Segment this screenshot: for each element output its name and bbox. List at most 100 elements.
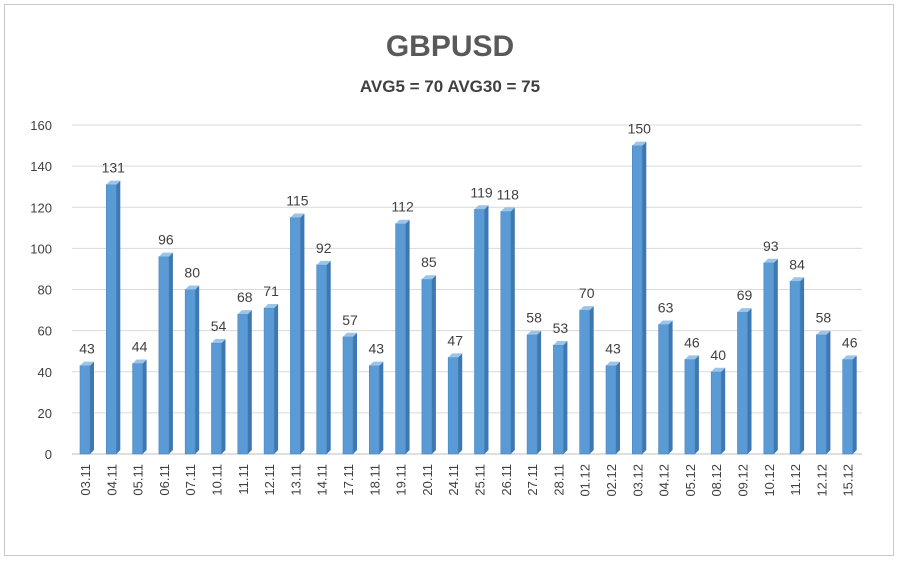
bar-front xyxy=(579,309,591,455)
bar-top xyxy=(132,359,147,364)
bar-side xyxy=(142,359,147,454)
y-tick-label: 80 xyxy=(38,283,52,298)
data-label: 96 xyxy=(158,232,174,248)
bar-front xyxy=(79,365,91,455)
bar-side xyxy=(747,308,752,454)
bar xyxy=(710,367,726,455)
bar-top xyxy=(211,338,226,343)
x-tick-label: 20.11 xyxy=(420,464,435,496)
bar-top xyxy=(316,260,331,265)
bar-side xyxy=(379,361,384,454)
bar-top xyxy=(448,353,463,358)
data-label: 92 xyxy=(316,240,332,256)
bar-side xyxy=(800,277,805,454)
bar xyxy=(526,330,542,455)
bar-top xyxy=(842,355,857,360)
bar-top xyxy=(185,285,200,290)
bar-side xyxy=(116,180,121,454)
x-tick-label: 17.11 xyxy=(341,464,356,496)
bar xyxy=(579,306,594,455)
x-tick-label: 10.11 xyxy=(210,464,225,496)
y-tick-label: 20 xyxy=(38,406,52,421)
bar xyxy=(211,338,226,455)
bar-side xyxy=(589,306,594,454)
bar-top xyxy=(737,308,752,313)
bar-front xyxy=(368,365,380,455)
bar xyxy=(106,180,121,455)
x-tick-label: 12.12 xyxy=(814,464,829,497)
data-label: 44 xyxy=(132,339,148,355)
x-tick-label: 07.11 xyxy=(183,464,198,496)
bar xyxy=(500,207,515,455)
bar-side xyxy=(353,332,357,454)
bar xyxy=(158,252,173,455)
bar xyxy=(184,285,200,455)
bar-top xyxy=(421,275,436,280)
chart-title: GBPUSD xyxy=(385,30,515,63)
bar-front xyxy=(342,336,354,455)
bar-top xyxy=(106,180,121,185)
x-tick-label: 26.11 xyxy=(499,464,514,496)
bar-top xyxy=(816,330,831,335)
chart-frame xyxy=(4,4,894,556)
bar xyxy=(342,332,357,455)
data-label: 54 xyxy=(211,318,227,334)
bar xyxy=(605,361,620,455)
bar xyxy=(658,320,673,455)
data-label: 57 xyxy=(342,312,358,328)
bar-top xyxy=(237,310,252,315)
bar-side xyxy=(221,338,226,454)
bar xyxy=(263,304,279,455)
chart-subtitle: AVG5 = 70 AVG30 = 75 xyxy=(359,77,541,96)
bar xyxy=(553,341,568,455)
data-label: 68 xyxy=(237,289,253,305)
bar-side xyxy=(431,275,436,454)
bar-top xyxy=(343,332,357,337)
bar-top xyxy=(264,304,279,309)
x-tick-label: 02.12 xyxy=(604,464,619,497)
bar xyxy=(684,355,699,455)
bar-top xyxy=(579,306,594,311)
bar-front xyxy=(158,256,170,455)
bar-front xyxy=(290,217,301,455)
bar-side xyxy=(563,341,568,454)
data-label: 85 xyxy=(421,254,437,270)
y-tick-label: 60 xyxy=(38,324,52,339)
bar xyxy=(79,361,94,455)
bar-top xyxy=(158,252,173,257)
data-label: 112 xyxy=(391,199,414,215)
bar-front xyxy=(395,223,406,455)
bar xyxy=(316,260,331,455)
bar-top xyxy=(395,219,410,224)
bar-side xyxy=(458,353,463,454)
data-label: 93 xyxy=(763,238,779,254)
bar-side xyxy=(405,219,410,454)
bar-top xyxy=(632,141,647,146)
x-tick-label: 06.11 xyxy=(157,464,172,496)
data-label: 58 xyxy=(526,310,542,326)
bar-top xyxy=(553,341,568,346)
bar-side xyxy=(168,252,173,454)
bar xyxy=(290,213,305,455)
y-tick-label: 140 xyxy=(30,159,52,174)
bar xyxy=(474,205,489,455)
bar-front xyxy=(132,363,143,455)
x-tick-label: 13.11 xyxy=(288,464,303,496)
bar-front xyxy=(237,313,249,455)
bar xyxy=(368,361,384,455)
bars xyxy=(79,141,857,455)
x-tick-label: 03.11 xyxy=(78,464,93,496)
bar-top xyxy=(369,361,384,366)
bar-side xyxy=(616,361,620,454)
data-label: 63 xyxy=(658,299,674,315)
data-labels: 43 131 44 96 80 54 68 71 115 92 57 43 112 85 47 119 118 5… xyxy=(79,121,857,363)
bar-front xyxy=(500,211,512,455)
bar-front xyxy=(211,342,222,455)
x-tick-label: 15.12 xyxy=(841,464,856,497)
bar-front xyxy=(474,209,485,455)
bar-side xyxy=(694,355,699,454)
bar-front xyxy=(605,365,617,455)
x-tick-label: 25.11 xyxy=(473,464,488,496)
data-label: 58 xyxy=(816,310,832,326)
